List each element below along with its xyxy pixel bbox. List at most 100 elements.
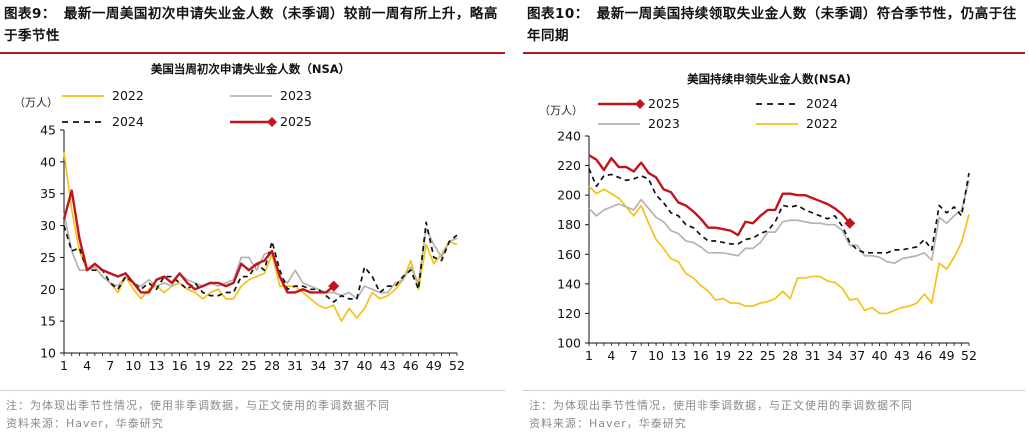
series-line-2025 <box>588 154 851 237</box>
y-axis-unit: （万人） <box>539 104 583 117</box>
legend-label-2022: 2022 <box>806 116 838 131</box>
series-line-2023 <box>588 180 970 265</box>
series-line-2022 <box>588 185 970 315</box>
y-tick-label-30: 30 <box>40 218 56 233</box>
x-tick-label-10: 10 <box>125 358 141 373</box>
x-tick-label-46: 46 <box>916 348 932 363</box>
legend-label-2025: 2025 <box>280 114 312 129</box>
x-tick-label-19: 19 <box>715 348 731 363</box>
figure-10-note-line1: 注：为体现出季节性情况，使用非季调数据，与正文使用的季调数据不同 <box>529 399 913 412</box>
y-tick-label-35: 35 <box>40 186 56 201</box>
figure-10-panel: 图表10： 最新一周美国持续领取失业金人数（未季调）符合季节性，仍高于往年同期 美… <box>523 0 1029 437</box>
x-tick-label-16: 16 <box>172 358 188 373</box>
legend-label-2022: 2022 <box>112 88 144 103</box>
figure-10-title-rule <box>523 52 1025 54</box>
x-tick-label-10: 10 <box>648 348 664 363</box>
y-tick-label-15: 15 <box>40 314 56 329</box>
x-tick-label-40: 40 <box>357 358 373 373</box>
figure-9-title-rule <box>0 52 505 54</box>
x-tick-label-13: 13 <box>670 348 686 363</box>
x-tick-label-25: 25 <box>760 348 776 363</box>
x-tick-label-31: 31 <box>287 358 303 373</box>
y-tick-label-20: 20 <box>40 282 56 297</box>
x-tick-label-43: 43 <box>894 348 910 363</box>
x-tick-label-46: 46 <box>403 358 419 373</box>
y-tick-label-45: 45 <box>40 123 56 138</box>
y-axis-unit: （万人） <box>14 96 58 109</box>
x-tick-label-4: 4 <box>607 348 615 363</box>
legend-item-2023: 2023 <box>598 116 680 131</box>
figure-10-title: 图表10： 最新一周美国持续领取失业金人数（未季调）符合季节性，仍高于往年同期 <box>527 3 1022 47</box>
figure-9-title: 图表9： 最新一周美国初次申请失业金人数（未季调）较前一周有所上升，略高于季节性 <box>4 3 499 47</box>
figure-10-note: 注：为体现出季节性情况，使用非季调数据，与正文使用的季调数据不同 资料来源：Ha… <box>529 397 913 433</box>
continuing-claims-chart: 美国持续申领失业金人数(NSA) （万人） 2025 2024 2023 2022 100 1… <box>539 72 977 363</box>
legend-item-2024: 2024 <box>756 96 838 111</box>
series-line-2025 <box>62 189 335 294</box>
figure-9-note-line1: 注：为体现出季节性情况，使用非季调数据，与正文使用的季调数据不同 <box>6 399 390 412</box>
x-tick-label-52: 52 <box>449 358 465 373</box>
legend-item-2025: 2025 <box>230 114 312 129</box>
figure-9-source: 资料来源：Haver，华泰研究 <box>6 417 164 430</box>
legend-item-2025: 2025 <box>598 96 680 111</box>
legend-marker-2025 <box>635 99 645 109</box>
series-last-point-2025 <box>844 217 856 229</box>
x-tick-label-19: 19 <box>195 358 211 373</box>
series-line-2022 <box>63 152 458 322</box>
figure-9-heading: 最新一周美国初次申请失业金人数（未季调）较前一周有所上升，略高于季节性 <box>4 6 498 44</box>
legend-marker-2025 <box>267 117 277 127</box>
figure-9-note: 注：为体现出季节性情况，使用非季调数据，与正文使用的季调数据不同 资料来源：Ha… <box>6 397 390 433</box>
x-tick-label-52: 52 <box>961 348 977 363</box>
figure-9-panel: 图表9： 最新一周美国初次申请失业金人数（未季调）较前一周有所上升，略高于季节性 … <box>0 0 505 437</box>
y-tick-label-40: 40 <box>40 154 56 169</box>
y-tick-label-220: 220 <box>557 158 581 173</box>
x-tick-label-4: 4 <box>83 358 91 373</box>
x-tick-label-49: 49 <box>426 358 442 373</box>
y-tick-label-100: 100 <box>557 336 581 351</box>
figure-10-source: 资料来源：Haver，华泰研究 <box>529 417 687 430</box>
y-tick-label-140: 140 <box>557 276 581 291</box>
y-tick-label-120: 120 <box>557 306 581 321</box>
y-tick-label-10: 10 <box>40 346 56 361</box>
x-tick-label-28: 28 <box>264 358 280 373</box>
series-last-point-2025 <box>328 280 340 292</box>
series-line-2024 <box>588 168 970 254</box>
figure-10-label: 图表10： <box>527 6 589 22</box>
legend-item-2022: 2022 <box>62 88 144 103</box>
y-tick-label-180: 180 <box>557 217 581 232</box>
legend-item-2023: 2023 <box>230 88 312 103</box>
x-tick-label-1: 1 <box>585 348 593 363</box>
x-tick-label-49: 49 <box>939 348 955 363</box>
chart-title: 美国持续申领失业金人数(NSA) <box>687 72 851 86</box>
figure-9-note-rule <box>0 390 505 391</box>
x-tick-label-22: 22 <box>218 358 234 373</box>
legend-label-2025: 2025 <box>648 96 680 111</box>
figure-10-note-rule <box>523 390 1025 391</box>
y-tick-label-200: 200 <box>557 188 581 203</box>
legend-label-2023: 2023 <box>280 88 312 103</box>
y-tick-label-240: 240 <box>557 129 581 144</box>
legend-label-2024: 2024 <box>806 96 838 111</box>
x-tick-label-37: 37 <box>333 358 349 373</box>
figure-9-label: 图表9： <box>4 6 56 22</box>
x-tick-label-1: 1 <box>60 358 68 373</box>
x-tick-label-34: 34 <box>310 358 326 373</box>
legend-label-2024: 2024 <box>112 114 144 129</box>
x-tick-label-31: 31 <box>805 348 821 363</box>
x-tick-label-34: 34 <box>827 348 843 363</box>
legend-item-2022: 2022 <box>756 116 838 131</box>
x-tick-label-7: 7 <box>106 358 114 373</box>
chart-title: 美国当周初次申请失业金人数（NSA） <box>151 62 350 76</box>
x-tick-label-40: 40 <box>872 348 888 363</box>
x-tick-label-16: 16 <box>693 348 709 363</box>
y-tick-label-25: 25 <box>40 250 56 265</box>
x-tick-label-43: 43 <box>380 358 396 373</box>
x-tick-label-25: 25 <box>241 358 257 373</box>
x-tick-label-13: 13 <box>149 358 165 373</box>
x-tick-label-7: 7 <box>630 348 638 363</box>
legend-item-2024: 2024 <box>62 114 144 129</box>
legend-label-2023: 2023 <box>648 116 680 131</box>
y-tick-label-160: 160 <box>557 247 581 262</box>
figure-10-heading: 最新一周美国持续领取失业金人数（未季调）符合季节性，仍高于往年同期 <box>527 6 1017 44</box>
x-tick-label-28: 28 <box>782 348 798 363</box>
